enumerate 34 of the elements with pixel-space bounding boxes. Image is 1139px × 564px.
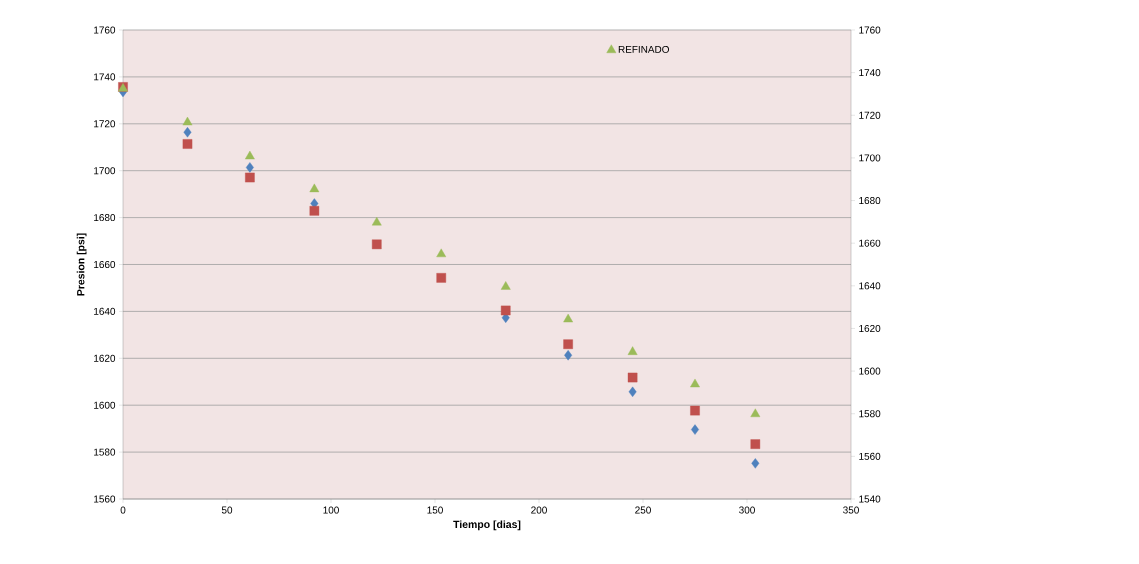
x-tick-label: 200 <box>531 506 547 514</box>
y2-tick-label: 1680 <box>859 197 881 205</box>
y2-tick-label: 1620 <box>859 324 881 332</box>
y-tick-label: 1620 <box>94 354 116 362</box>
y-tick-label: 1760 <box>94 26 116 34</box>
y2-tick-label: 1740 <box>859 69 881 77</box>
x-tick-label: 250 <box>635 506 651 514</box>
y2-tick-label: 1640 <box>859 282 881 290</box>
y2-tick-label: 1600 <box>859 367 881 375</box>
y2-tick-label: 1560 <box>859 452 881 460</box>
x-tick-label: 100 <box>323 506 339 514</box>
y-tick-label: 1700 <box>94 167 116 175</box>
y-tick-label: 1680 <box>94 214 116 222</box>
x-tick-label: 150 <box>427 506 443 514</box>
x-axis-title: Tiempo [dias] <box>453 520 521 531</box>
y-tick-label: 1660 <box>94 260 116 269</box>
x-tick-label: 50 <box>221 506 233 514</box>
y-tick-label: 1740 <box>94 73 116 81</box>
y-tick-label: 1720 <box>94 120 116 128</box>
y2-tick-label: 1720 <box>859 111 881 119</box>
y2-tick-label: 1660 <box>859 239 881 247</box>
x-tick-label: 300 <box>739 506 755 514</box>
legend-label: REFINADO <box>618 45 669 53</box>
y-tick-label: 1580 <box>94 448 116 456</box>
y-tick-label: 1640 <box>94 307 116 315</box>
x-tick-label: 350 <box>843 506 859 514</box>
x-tick-label: 0 <box>120 506 126 514</box>
y2-tick-label: 1760 <box>859 26 881 34</box>
y2-tick-label: 1540 <box>859 495 881 503</box>
y-tick-label: 1600 <box>94 401 116 409</box>
y2-tick-label: 1700 <box>859 154 881 162</box>
y2-tick-label: 1580 <box>859 410 881 418</box>
y-tick-label: 1560 <box>94 495 116 503</box>
y-axis-title: Presion [psi] <box>76 233 87 296</box>
